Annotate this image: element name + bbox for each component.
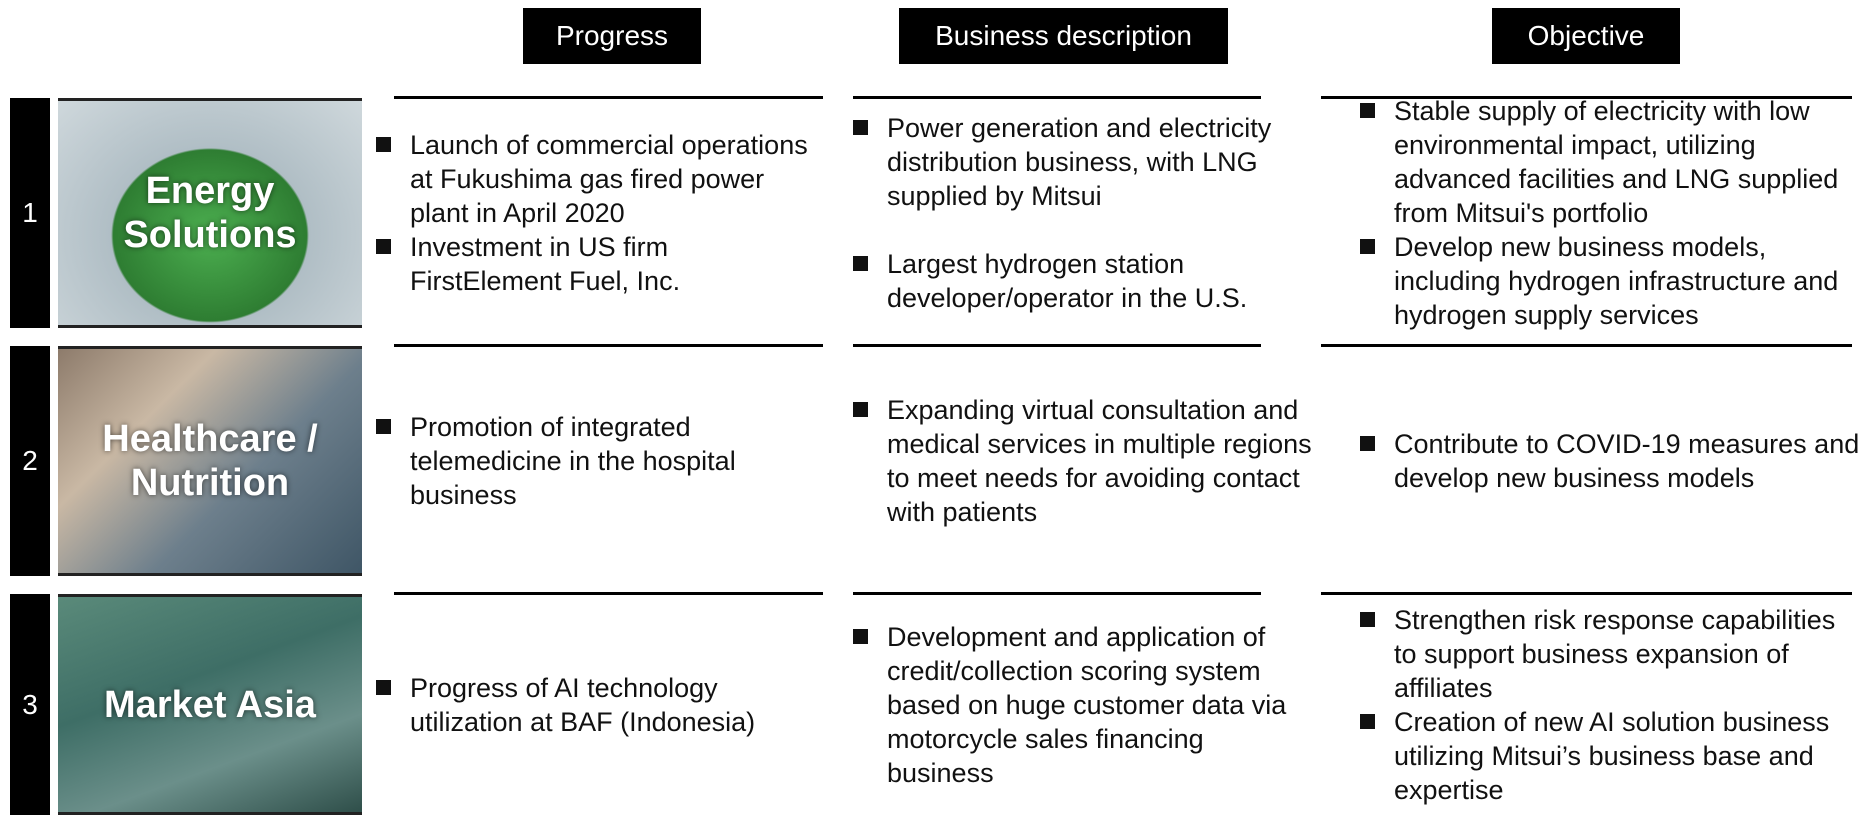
progress-cell: Promotion of integrated telemedicine in … xyxy=(376,350,823,572)
bullet-item: Strengthen risk response capabilities to… xyxy=(1360,603,1860,705)
row-rule xyxy=(853,96,1261,99)
row-image: Healthcare / Nutrition xyxy=(58,346,362,576)
row-rule xyxy=(394,96,823,99)
business-cell: Development and application of credit/co… xyxy=(853,598,1315,811)
column-header: Objective xyxy=(1492,8,1680,64)
progress-cell: Progress of AI technology utilization at… xyxy=(376,598,823,811)
bullet-item: Contribute to COVID-19 measures and deve… xyxy=(1360,427,1860,495)
row-rule xyxy=(853,592,1261,595)
objective-cell: Contribute to COVID-19 measures and deve… xyxy=(1360,350,1860,572)
row-rule xyxy=(853,344,1261,347)
bullet-item: Largest hydrogen station developer/opera… xyxy=(853,247,1315,315)
progress-cell: Launch of commercial operations at Fukus… xyxy=(376,102,823,324)
row-rule xyxy=(1321,96,1852,99)
bullet-item: Power generation and electricity distrib… xyxy=(853,111,1315,213)
bullet-item: Progress of AI technology utilization at… xyxy=(376,671,823,739)
bullet-item: Investment in US firm FirstElement Fuel,… xyxy=(376,230,823,298)
objective-cell: Stable supply of electricity with low en… xyxy=(1360,96,1860,330)
row-number: 2 xyxy=(10,346,50,576)
bullet-item: Develop new business models, including h… xyxy=(1360,230,1860,332)
business-cell: Expanding virtual consultation and medic… xyxy=(853,350,1315,572)
business-cell: Power generation and electricity distrib… xyxy=(853,102,1315,324)
objective-cell: Strengthen risk response capabilities to… xyxy=(1360,598,1860,811)
bullet-item: Promotion of integrated telemedicine in … xyxy=(376,410,823,512)
row-image: Energy Solutions xyxy=(58,98,362,328)
row-rule xyxy=(394,344,823,347)
row-number: 3 xyxy=(10,594,50,815)
bullet-item: Stable supply of electricity with low en… xyxy=(1360,94,1860,230)
row-number: 1 xyxy=(10,98,50,328)
column-header: Business description xyxy=(899,8,1228,64)
column-header: Progress xyxy=(523,8,701,64)
bullet-item: Creation of new AI solution business uti… xyxy=(1360,705,1860,807)
bullet-item: Launch of commercial operations at Fukus… xyxy=(376,128,823,230)
row-rule xyxy=(394,592,823,595)
row-rule xyxy=(1321,592,1852,595)
bullet-item: Development and application of credit/co… xyxy=(853,620,1315,790)
row-image: Market Asia xyxy=(58,594,362,815)
bullet-item: Expanding virtual consultation and medic… xyxy=(853,393,1315,529)
row-rule xyxy=(1321,344,1852,347)
